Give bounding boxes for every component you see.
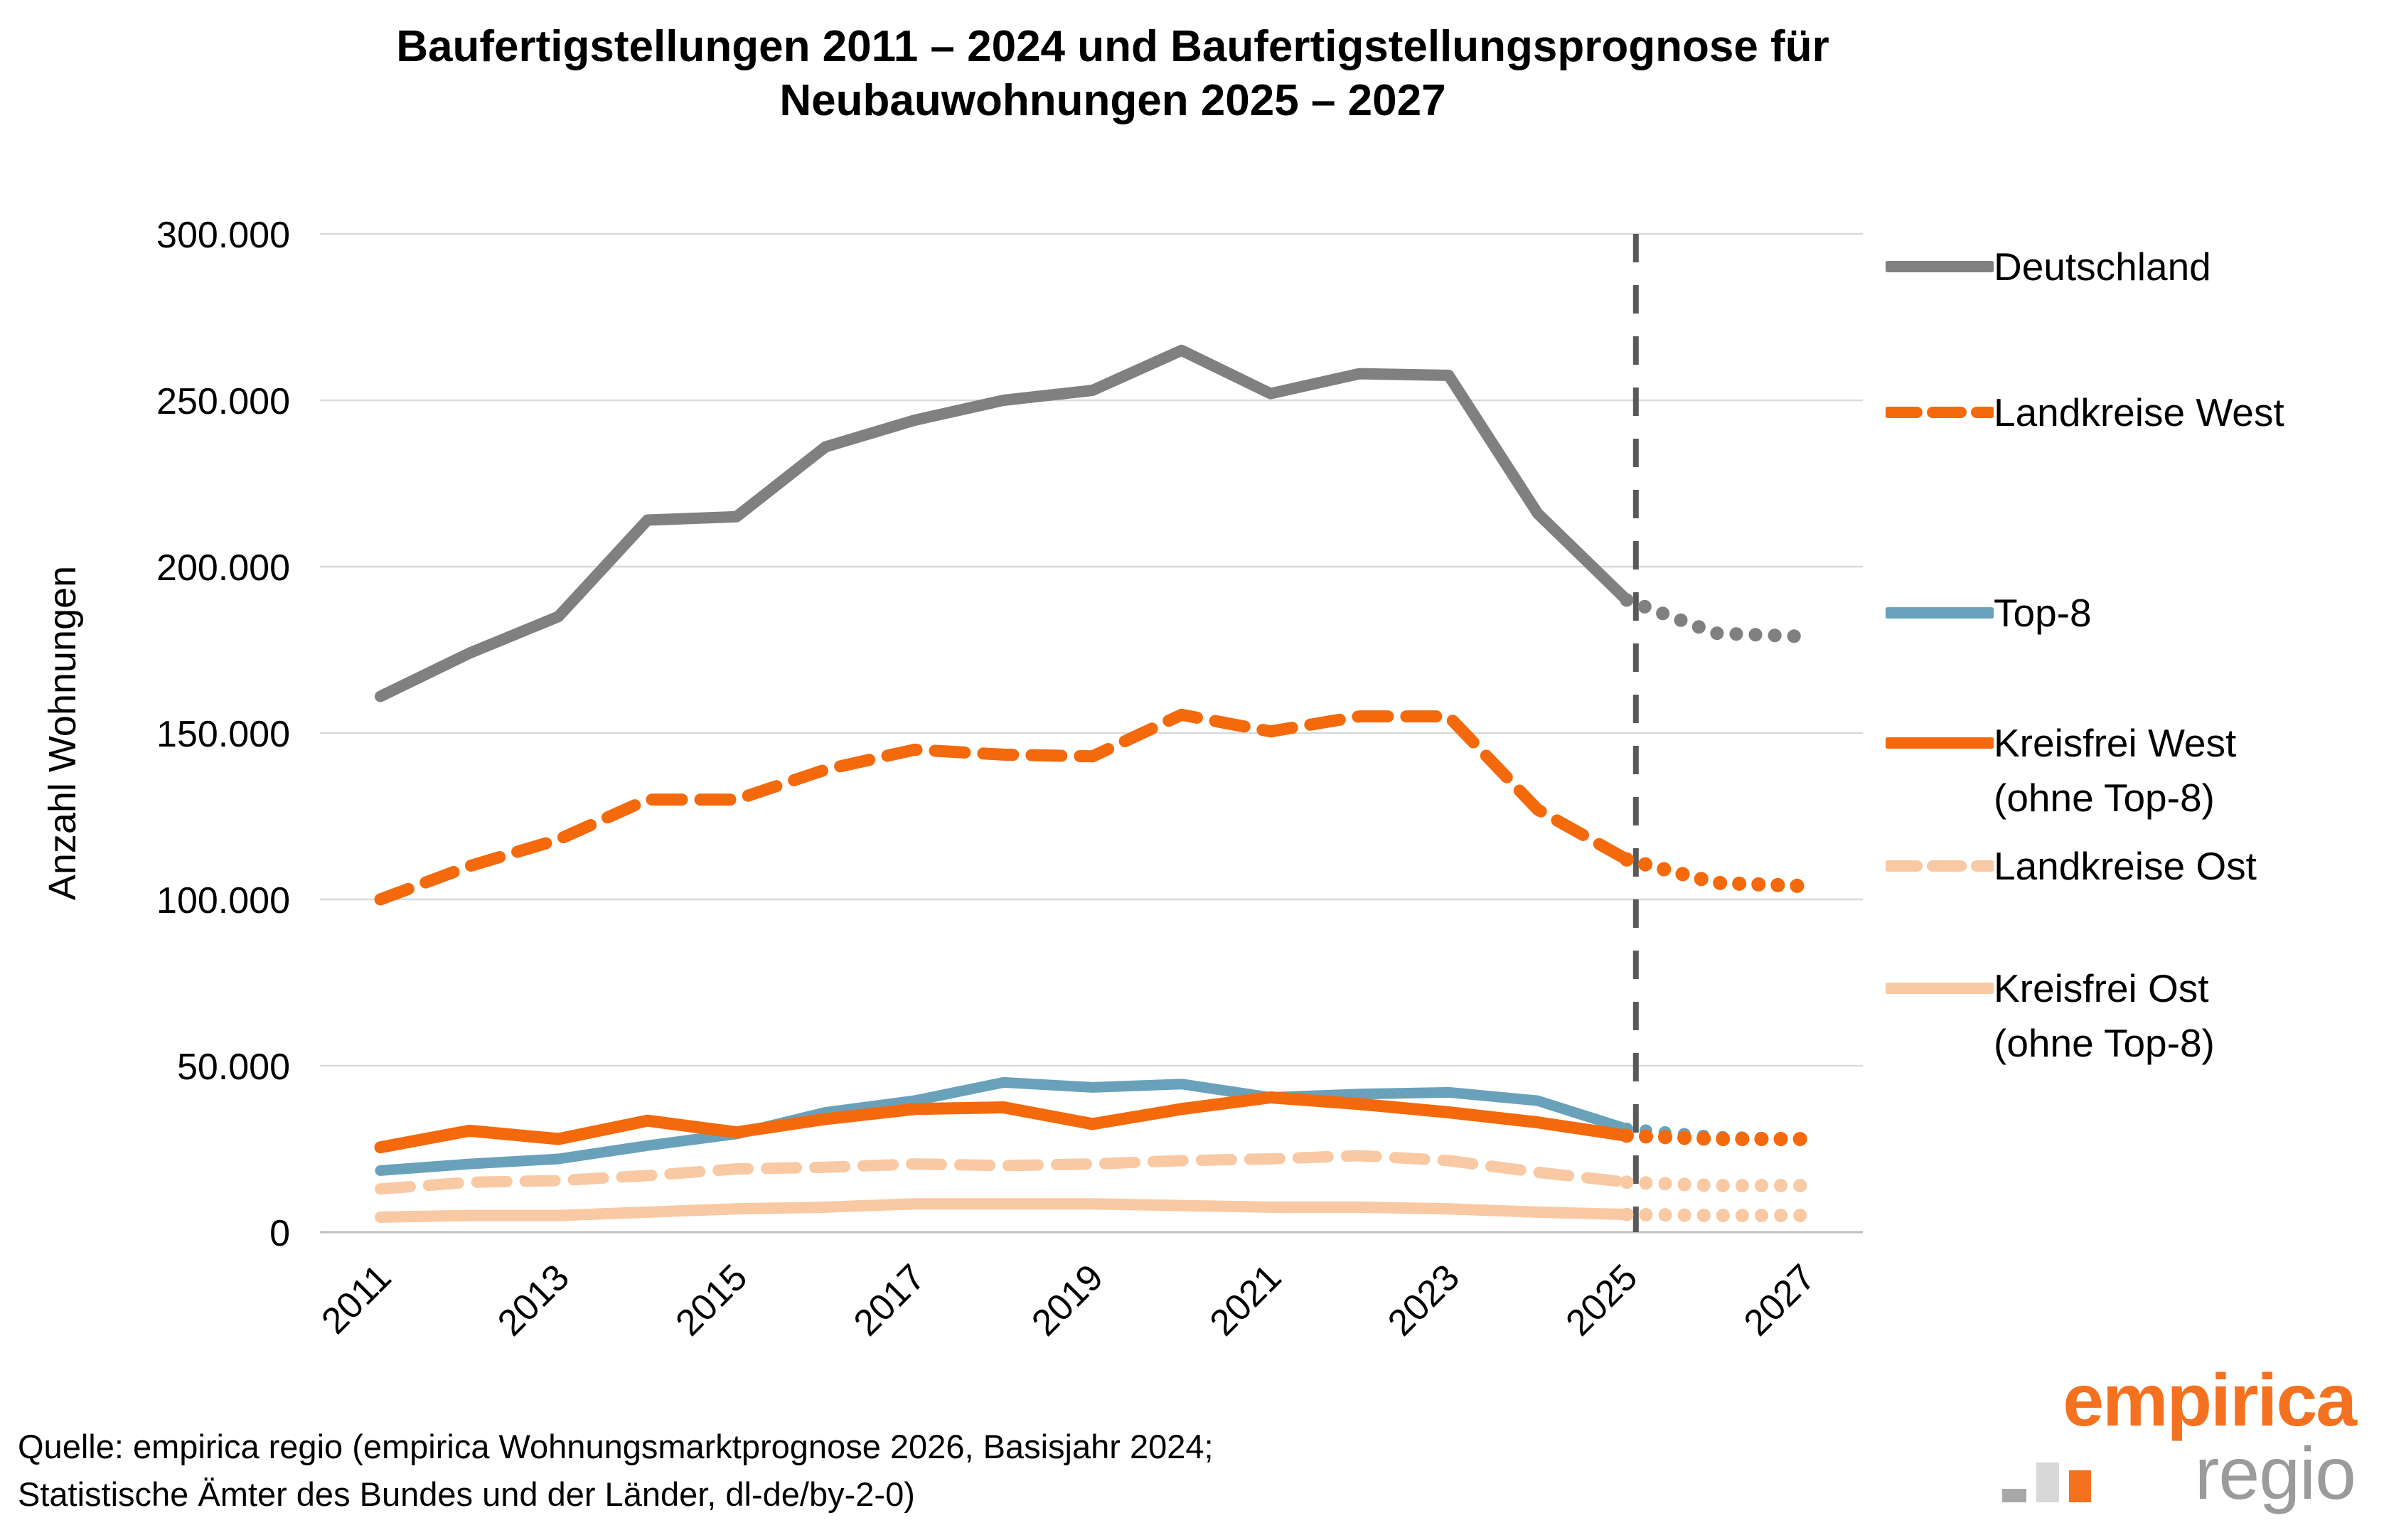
series-deutschland-forecast (1620, 593, 1812, 643)
logo-bar-orange (2069, 1470, 2091, 1503)
y-tick-label: 100.000 (156, 880, 290, 921)
logo-bar-small (2002, 1489, 2026, 1503)
page-title: Baufertigstellungen 2011 – 2024 und Bauf… (0, 20, 2225, 127)
legend-swatch-landkreise-west (1886, 407, 1994, 418)
legend-label-top-8: Top-8 (1994, 591, 2092, 635)
legend-swatch-deutschland (1886, 261, 1994, 272)
logo-word-empirica: empirica (2063, 1359, 2357, 1442)
logo-word-regio: regio (2194, 1433, 2356, 1516)
series-deutschland-history (375, 344, 1632, 702)
legend-label-deutschland: Deutschland (1994, 245, 2211, 289)
y-tick-label: 300.000 (156, 215, 290, 256)
chart-legend: Deutschland Landkreise West Top-8 Kreisfrei… (1886, 0, 2383, 1540)
series-landkreise-west-history (374, 708, 1633, 906)
logo-line-2: regio (2000, 1433, 2356, 1516)
y-tick-labels: 300.000 250.000 200.000 150.000 100.000 50.00… (156, 215, 290, 1254)
legend-swatch-landkreise-ost (1886, 860, 1994, 872)
legend-item-deutschland: Deutschland (1886, 240, 2211, 294)
y-tick-label: 200.000 (156, 547, 290, 589)
source-note: Quelle: empirica regio (empirica Wohnung… (18, 1423, 1214, 1518)
series-kreisfrei-ost-ohne-top-8 (375, 1198, 1812, 1223)
y-tick-label: 250.000 (156, 381, 290, 422)
logo-bar-tall (2036, 1463, 2059, 1503)
legend-item-top-8: Top-8 (1886, 586, 2092, 641)
series-kreisfrei-west-ohne-top-8 (374, 1091, 1812, 1154)
x-tick-label: 2021 (1202, 1256, 1290, 1344)
x-tick-label: 2019 (1024, 1256, 1111, 1344)
legend-swatch-kreisfrei-ost-ohne-top-8 (1886, 983, 1994, 994)
x-tick-label: 2015 (668, 1256, 755, 1344)
series-landkreise-west (374, 708, 1812, 906)
legend-item-kreisfrei-west-ohne-top-8: Kreisfrei West (ohne Top-8) (1886, 716, 2236, 825)
legend-item-landkreise-west: Landkreise West (1886, 385, 2284, 440)
x-tick-label: 2025 (1558, 1256, 1645, 1344)
gridlines (320, 232, 1863, 1234)
y-tick-label: 0 (269, 1213, 290, 1254)
legend-label-landkreise-west: Landkreise West (1994, 390, 2284, 434)
legend-item-landkreise-ost: Landkreise Ost (1886, 839, 2257, 894)
series-landkreise-ost-forecast (1620, 1175, 1812, 1192)
logo-bars-icon (2002, 1463, 2091, 1503)
series-deutschland (375, 344, 1812, 702)
series-landkreise-ost (375, 1150, 1812, 1195)
title-line-2: Neubauwohnungen 2025 – 2027 (779, 75, 1446, 125)
legend-label-kreisfrei-west-ohne-top-8: Kreisfrei West (ohne Top-8) (1994, 721, 2237, 820)
y-tick-label: 150.000 (156, 714, 290, 755)
series-top-8-history (375, 1076, 1632, 1176)
x-tick-label: 2013 (490, 1256, 577, 1344)
series-kreisfrei-ost-ohne-top-8-history (375, 1198, 1632, 1223)
legend-label-landkreise-ost: Landkreise Ost (1994, 844, 2257, 888)
empirica-regio-logo: empirica regio (2000, 1359, 2357, 1516)
legend-swatch-top-8 (1886, 607, 1994, 619)
legend-swatch-kreisfrei-west-ohne-top-8 (1886, 737, 1994, 749)
x-tick-labels: 2011 2013 2015 2017 2019 2021 2023 2025 2027 (314, 1256, 1823, 1344)
legend-item-kreisfrei-ost-ohne-top-8: Kreisfrei Ost (ohne Top-8) (1886, 961, 2215, 1071)
source-line-2: Statistische Ämter des Bundes und der Lä… (18, 1475, 915, 1513)
x-tick-label: 2027 (1736, 1256, 1824, 1344)
series-kreisfrei-ost-ohne-top-8-forecast (1620, 1207, 1812, 1223)
x-tick-label: 2023 (1380, 1256, 1468, 1344)
title-line-1: Baufertigstellungen 2011 – 2024 und Bauf… (396, 22, 1829, 71)
series-kreisfrei-west-ohne-top-8-forecast (1619, 1128, 1812, 1146)
source-line-1: Quelle: empirica regio (empirica Wohnung… (18, 1428, 1214, 1465)
y-tick-label: 50.000 (177, 1047, 290, 1088)
series-landkreise-ost-history (375, 1150, 1632, 1195)
series-landkreise-west-forecast (1619, 852, 1812, 894)
legend-label-kreisfrei-ost-ohne-top-8: Kreisfrei Ost (ohne Top-8) (1994, 966, 2215, 1065)
series-kreisfrei-west-ohne-top-8-history (374, 1091, 1633, 1154)
x-tick-label: 2011 (314, 1256, 399, 1342)
x-tick-label: 2017 (846, 1256, 934, 1344)
